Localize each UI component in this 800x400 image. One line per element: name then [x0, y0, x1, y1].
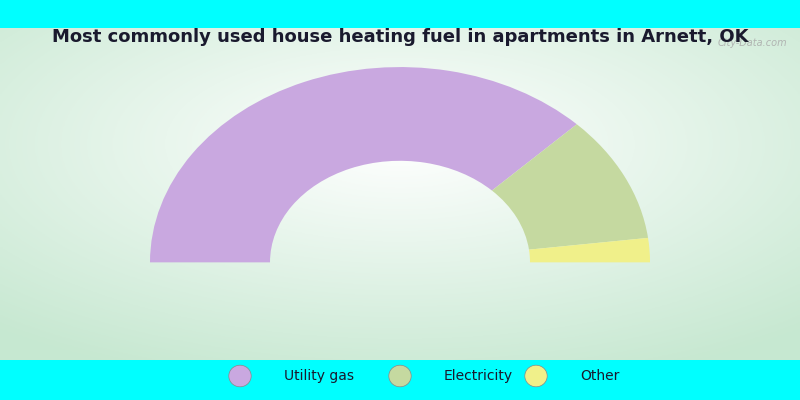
Ellipse shape: [525, 365, 547, 387]
Text: Other: Other: [580, 369, 619, 383]
Text: City-Data.com: City-Data.com: [718, 38, 787, 48]
Text: Electricity: Electricity: [444, 369, 513, 383]
Wedge shape: [529, 238, 650, 262]
Text: Utility gas: Utility gas: [284, 369, 354, 383]
Text: Most commonly used house heating fuel in apartments in Arnett, OK: Most commonly used house heating fuel in…: [52, 28, 748, 46]
Ellipse shape: [389, 365, 411, 387]
Wedge shape: [150, 67, 577, 262]
Ellipse shape: [229, 365, 251, 387]
Wedge shape: [492, 124, 648, 250]
